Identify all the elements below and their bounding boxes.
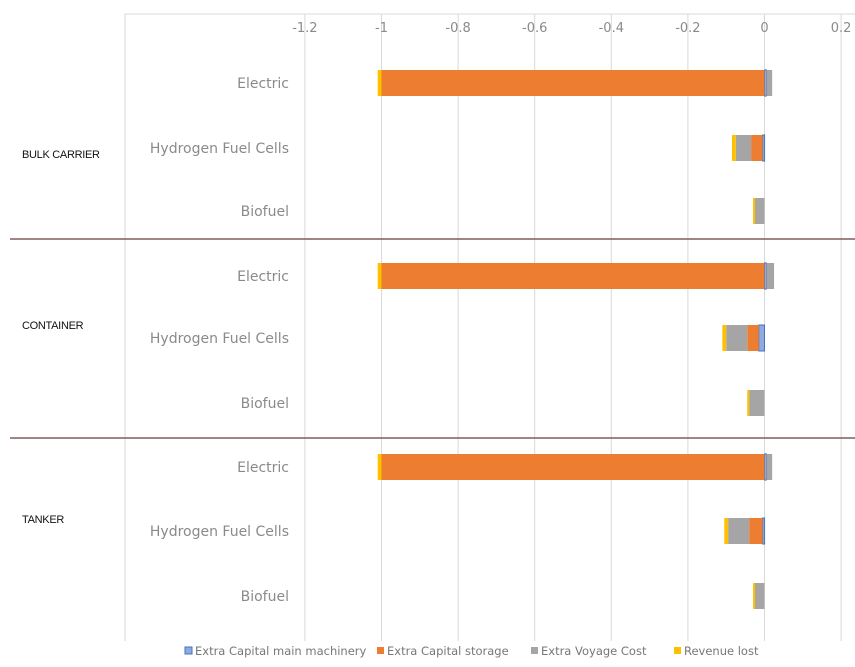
category-labels: Electric Hydrogen Fuel Cells Biofuel Electr…	[150, 76, 289, 605]
bar-segment-extra-capital-main-machinery	[764, 453, 767, 481]
category-label: Hydrogen Fuel Cells	[150, 331, 289, 347]
bar-segment-extra-capital-storage	[751, 135, 763, 161]
x-tick-label: 0.2	[831, 21, 852, 36]
x-tick-label: -1.2	[292, 21, 317, 36]
category-label: Biofuel	[241, 204, 289, 220]
bar-segment-revenue-lost	[377, 454, 382, 480]
bars	[377, 69, 775, 609]
bar-segment-extra-capital-storage	[381, 70, 765, 96]
bar-segment-revenue-lost	[747, 390, 750, 416]
bar-segment-extra-voyage-cost	[766, 70, 773, 96]
bar-segment-extra-voyage-cost	[728, 518, 750, 544]
bar-segment-revenue-lost	[731, 135, 736, 161]
legend-swatch-extra-capital-storage	[377, 647, 384, 654]
x-tick-label: -0.4	[599, 21, 624, 36]
bar-segment-extra-voyage-cost	[766, 263, 775, 289]
bar-segment-extra-capital-main-machinery	[762, 517, 766, 545]
bar-segment-revenue-lost	[724, 518, 729, 544]
category-label: Hydrogen Fuel Cells	[150, 141, 289, 157]
category-label: Electric	[237, 460, 289, 476]
bar-segment-revenue-lost	[377, 70, 382, 96]
category-label: Electric	[237, 76, 289, 92]
legend-label: Extra Voyage Cost	[541, 644, 647, 658]
legend: Extra Capital main machinery Extra Capita…	[184, 644, 759, 658]
category-label: Hydrogen Fuel Cells	[150, 524, 289, 540]
x-tick-label: -1	[375, 21, 388, 36]
group-separators	[10, 238, 855, 439]
bar-segment-extra-voyage-cost	[754, 583, 765, 609]
bar-segment-extra-voyage-cost	[754, 198, 765, 224]
legend-label: Extra Capital main machinery	[195, 644, 367, 658]
bar-segment-extra-capital-storage	[381, 263, 765, 289]
bar-segment-extra-capital-main-machinery	[758, 324, 766, 352]
bar-segment-extra-capital-storage	[381, 454, 765, 480]
bar-segment-extra-voyage-cost	[735, 135, 752, 161]
group-label: BULK CARRIER	[22, 149, 100, 161]
bar-segment-revenue-lost	[722, 325, 727, 351]
x-axis-ticks: -1.2 -1 -0.8 -0.6 -0.4 -0.2 0 0.2	[292, 21, 851, 36]
x-tick-label: -0.2	[675, 21, 700, 36]
legend-swatch-extra-capital-main-machinery	[184, 646, 193, 655]
group-label: CONTAINER	[22, 320, 84, 332]
bar-segment-revenue-lost	[377, 263, 382, 289]
bar-segment-extra-capital-main-machinery	[764, 69, 767, 97]
bar-segment-extra-capital-storage	[747, 325, 759, 351]
legend-label: Revenue lost	[684, 644, 759, 658]
bar-segment-revenue-lost	[753, 198, 756, 224]
bar-segment-revenue-lost	[753, 583, 756, 609]
category-label: Biofuel	[241, 589, 289, 605]
bar-segment-extra-voyage-cost	[726, 325, 748, 351]
legend-label: Extra Capital storage	[387, 644, 509, 658]
group-label: TANKER	[22, 514, 64, 526]
legend-swatch-revenue-lost	[674, 647, 681, 654]
group-labels: BULK CARRIER CONTAINER TANKER	[22, 149, 100, 526]
x-tick-label: -0.8	[445, 21, 470, 36]
bar-segment-extra-voyage-cost	[749, 390, 765, 416]
x-tick-label: -0.6	[522, 21, 547, 36]
bar-segment-extra-capital-main-machinery	[764, 262, 767, 290]
bar-segment-extra-capital-main-machinery	[762, 134, 766, 162]
bar-segment-extra-voyage-cost	[766, 454, 773, 480]
bar-segment-extra-capital-storage	[749, 518, 763, 544]
legend-swatch-extra-voyage-cost	[531, 647, 538, 654]
category-label: Electric	[237, 269, 289, 285]
x-tick-label: 0	[760, 21, 768, 36]
category-label: Biofuel	[241, 396, 289, 412]
